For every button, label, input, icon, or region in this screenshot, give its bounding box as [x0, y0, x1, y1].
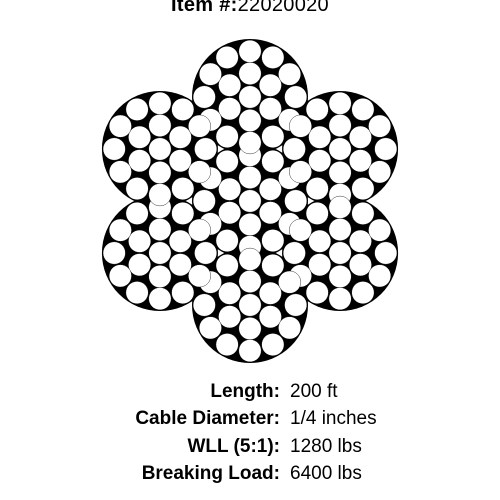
spec-label: Cable Diameter:	[0, 405, 290, 433]
cross-section-diagram	[0, 21, 500, 386]
spec-value: 6400 lbs	[290, 460, 362, 488]
spec-value: 1280 lbs	[290, 433, 362, 461]
spec-value: 1/4 inches	[290, 405, 377, 433]
spec-label: WLL (5:1):	[0, 433, 290, 461]
item-number-label: Item #:	[171, 0, 238, 16]
item-number-value: 22020020	[238, 0, 329, 16]
spec-row: Length: 200 ft	[0, 378, 500, 406]
item-number-line: Item #:22020020	[0, 0, 500, 17]
wire-rope-cross-section-icon	[70, 21, 430, 381]
spec-table: Length: 200 ft Cable Diameter: 1/4 inche…	[0, 378, 500, 488]
spec-row: WLL (5:1): 1280 lbs	[0, 433, 500, 461]
spec-label: Breaking Load:	[0, 460, 290, 488]
spec-value: 200 ft	[290, 378, 338, 406]
spec-row: Breaking Load: 6400 lbs	[0, 460, 500, 488]
spec-row: Cable Diameter: 1/4 inches	[0, 405, 500, 433]
spec-label: Length:	[0, 378, 290, 406]
product-spec-card: Item #:22020020 Length: 200 ft Cable Dia…	[0, 0, 500, 494]
